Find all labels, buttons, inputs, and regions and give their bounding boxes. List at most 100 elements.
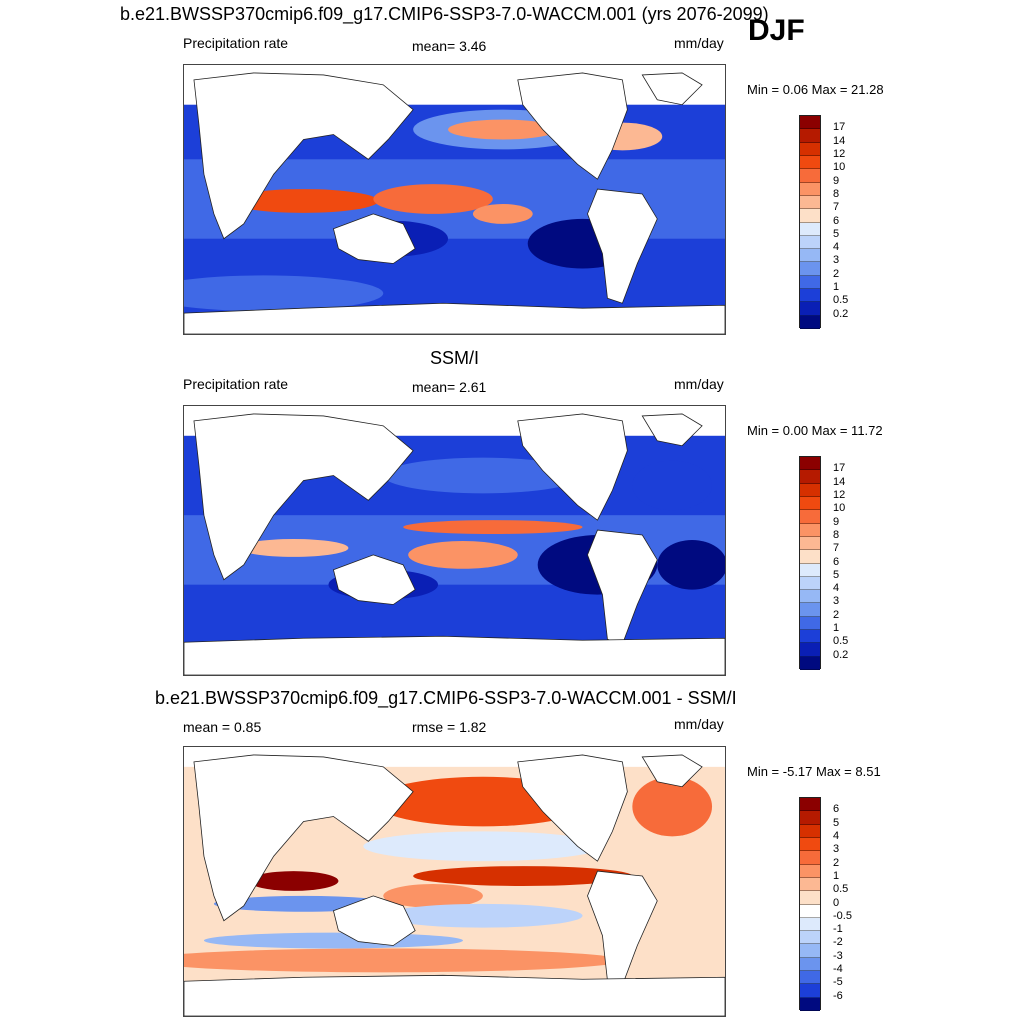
- colorbar-swatch: [800, 851, 820, 865]
- colorbar-swatch: [800, 957, 820, 972]
- precip-map-observation: [183, 405, 726, 676]
- colorbar-swatch: [800, 864, 820, 878]
- colorbar-swatch: [800, 904, 820, 918]
- colorbar-tick-label: 17: [833, 121, 846, 134]
- colorbar-tick-label: 4: [833, 829, 840, 842]
- colorbar-tick-label: -4: [833, 963, 843, 976]
- colorbar-swatch: [800, 129, 820, 143]
- colorbar-tick-label: 2: [833, 856, 840, 869]
- panel-title: b.e21.BWSSP370cmip6.f09_g17.CMIP6-SSP3-7…: [155, 688, 737, 708]
- colorbar: [799, 797, 821, 1011]
- figure-title: b.e21.BWSSP370cmip6.f09_g17.CMIP6-SSP3-7…: [120, 4, 769, 24]
- colorbar-swatch: [800, 496, 820, 511]
- colorbar-tick-label: 0.2: [833, 648, 849, 661]
- colorbar-tick-label: 6: [833, 803, 840, 816]
- colorbar-swatch: [800, 971, 820, 985]
- colorbar-tick-label: 3: [833, 843, 840, 856]
- colorbar-swatch: [800, 182, 820, 196]
- colorbar-swatch: [800, 457, 820, 471]
- colorbar-swatch: [800, 798, 820, 812]
- season-label: DJF: [748, 14, 805, 47]
- colorbar-swatch: [800, 824, 820, 838]
- colorbar-tick-label: 12: [833, 147, 846, 160]
- colorbar-swatch: [800, 984, 820, 998]
- colorbar-tick-label: 3: [833, 595, 840, 608]
- colorbar-swatch: [800, 656, 820, 670]
- colorbar-swatch: [800, 275, 820, 290]
- colorbar-swatch: [800, 550, 820, 564]
- colorbar-tick-label: 9: [833, 174, 840, 187]
- colorbar-swatch: [800, 590, 820, 604]
- panel-left-label: Precipitation rate: [183, 35, 289, 51]
- colorbar-swatch: [800, 891, 820, 905]
- colorbar-swatch: [800, 483, 820, 497]
- colorbar-tick-label: 0.5: [833, 883, 849, 896]
- map-canvas: [184, 747, 725, 1016]
- colorbar-swatch: [800, 262, 820, 276]
- colorbar-swatch: [800, 837, 820, 852]
- colorbar-tick-label: 0.5: [833, 635, 849, 648]
- colorbar-tick-label: 7: [833, 201, 840, 214]
- colorbar-swatch: [800, 195, 820, 210]
- colorbar-swatch: [800, 142, 820, 156]
- colorbar: [799, 456, 821, 670]
- colorbar-swatch: [800, 643, 820, 657]
- panel-mean-label: mean= 2.61: [412, 379, 487, 395]
- panel-mean-label: mean= 3.46: [412, 38, 487, 54]
- colorbar-swatch: [800, 536, 820, 551]
- colorbar-swatch: [800, 563, 820, 577]
- colorbar-swatch: [800, 523, 820, 537]
- map-canvas: [184, 406, 725, 675]
- colorbar-tick-label: 1: [833, 281, 840, 294]
- colorbar-swatch: [800, 811, 820, 825]
- colorbar-swatch: [800, 997, 820, 1011]
- colorbar-tick-label: -5: [833, 976, 843, 989]
- colorbar-swatch: [800, 222, 820, 236]
- colorbar-tick-label: -6: [833, 989, 843, 1002]
- colorbar-swatch: [800, 249, 820, 263]
- precip-map-model: [183, 64, 726, 335]
- colorbar-swatch: [800, 289, 820, 303]
- colorbar-tick-label: 12: [833, 488, 846, 501]
- colorbar-swatch: [800, 877, 820, 892]
- colorbar-tick-label: 6: [833, 214, 840, 227]
- colorbar-tick-label: 4: [833, 241, 840, 254]
- colorbar-tick-label: 4: [833, 582, 840, 595]
- colorbar-swatch: [800, 944, 820, 958]
- colorbar-tick-label: -0.5: [833, 909, 852, 922]
- panel-rmse-label: rmse = 1.82: [412, 719, 487, 735]
- colorbar-swatch: [800, 235, 820, 250]
- colorbar-tick-label: -1: [833, 923, 843, 936]
- colorbar-tick-label: 10: [833, 161, 846, 174]
- colorbar-tick-label: 9: [833, 515, 840, 528]
- colorbar-swatch: [800, 510, 820, 524]
- colorbar-swatch: [800, 169, 820, 183]
- min-max-readout: Min = -5.17 Max = 8.51: [747, 764, 881, 779]
- colorbar-tick-label: 0: [833, 896, 840, 909]
- colorbar-tick-label: 2: [833, 608, 840, 621]
- colorbar-swatch: [800, 116, 820, 130]
- colorbar: [799, 115, 821, 329]
- colorbar-swatch: [800, 616, 820, 631]
- colorbar-tick-label: 8: [833, 528, 840, 541]
- colorbar-swatch: [800, 209, 820, 223]
- colorbar-tick-label: 14: [833, 134, 846, 147]
- panel-units-label: mm/day: [674, 35, 724, 51]
- colorbar-swatch: [800, 470, 820, 484]
- panel-title: SSM/I: [430, 348, 480, 368]
- panel-left-label: Precipitation rate: [183, 376, 289, 392]
- colorbar-swatch: [800, 603, 820, 617]
- colorbar-tick-label: 0.2: [833, 307, 849, 320]
- colorbar-tick-label: 5: [833, 227, 840, 240]
- colorbar-tick-label: 14: [833, 475, 846, 488]
- colorbar-tick-label: 1: [833, 869, 840, 882]
- colorbar-tick-label: 8: [833, 187, 840, 200]
- colorbar-swatch: [800, 931, 820, 945]
- colorbar-tick-label: -2: [833, 936, 843, 949]
- colorbar-tick-label: 10: [833, 502, 846, 515]
- colorbar-tick-label: -3: [833, 949, 843, 962]
- panel-mean-label: mean = 0.85: [183, 719, 262, 735]
- colorbar-swatch: [800, 155, 820, 170]
- colorbar-tick-label: 2: [833, 267, 840, 280]
- min-max-readout: Min = 0.00 Max = 11.72: [747, 423, 883, 438]
